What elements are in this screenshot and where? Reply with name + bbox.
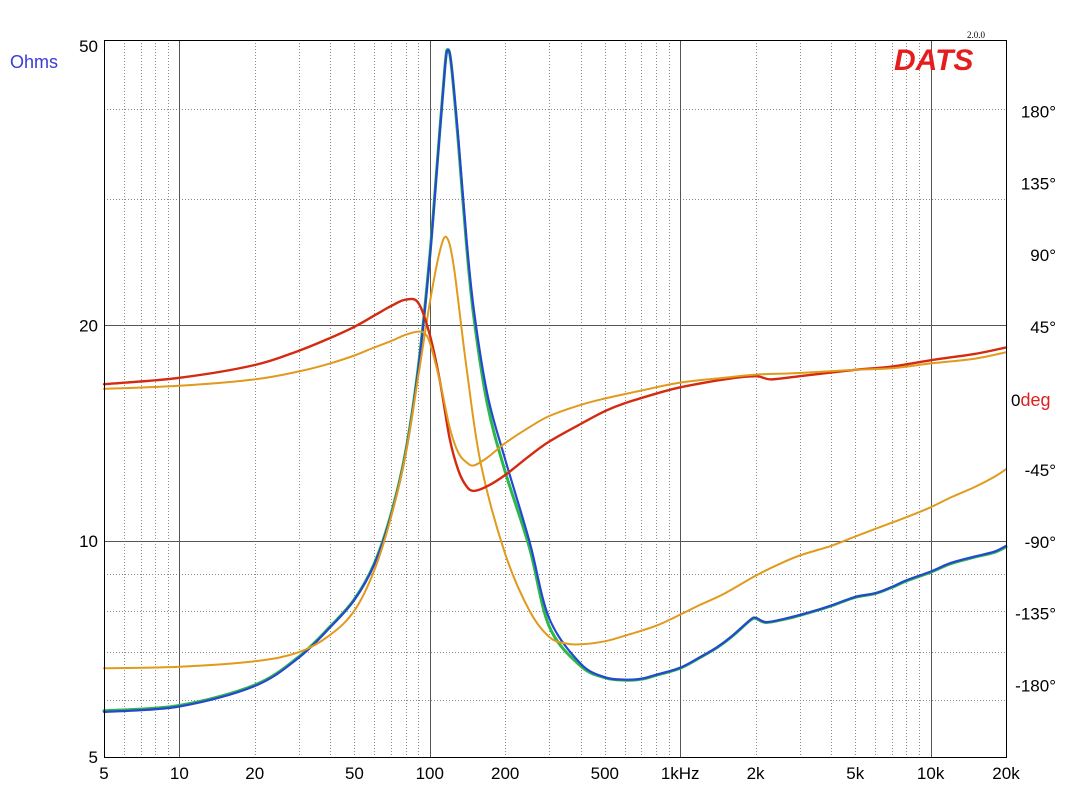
major-gridlines — [104, 40, 1006, 757]
left-tick-label: 5 — [89, 748, 98, 767]
x-tick-label: 100 — [416, 764, 444, 783]
x-tick-label: 200 — [491, 764, 519, 783]
reference-impedance-curve — [103, 235, 1007, 670]
right-tick-label: -135° — [1015, 605, 1056, 624]
right-axis-unit-text: deg — [1020, 390, 1050, 410]
left-tick-label: 20 — [79, 316, 98, 335]
phase-curve-red — [102, 297, 1008, 493]
right-tick-label: -180° — [1015, 676, 1056, 695]
left-axis-tick-labels: 5 10 20 50 — [79, 37, 98, 767]
x-tick-label: 10k — [917, 764, 945, 783]
version-label: 2.0.0 — [967, 30, 986, 40]
left-tick-label: 50 — [79, 37, 98, 56]
x-tick-label: 500 — [591, 764, 619, 783]
reference-phase-curve — [103, 330, 1007, 467]
right-tick-label: 45° — [1030, 318, 1056, 337]
dats-logo: DATS — [894, 44, 973, 77]
x-tick-label: 20 — [245, 764, 264, 783]
x-tick-label: 5k — [846, 764, 864, 783]
x-tick-label: 20k — [992, 764, 1020, 783]
right-axis-unit-label: 0deg — [1011, 390, 1051, 410]
right-axis-unit-prefix: 0 — [1011, 391, 1020, 410]
right-tick-label: -45° — [1025, 461, 1056, 480]
right-tick-label: 180° — [1021, 103, 1056, 122]
x-tick-label: 50 — [345, 764, 364, 783]
data-series — [102, 47, 1008, 713]
left-axis-unit-label: Ohms — [10, 52, 58, 72]
left-tick-label: 10 — [79, 532, 98, 551]
plot-area — [104, 40, 1006, 757]
right-tick-label: 90° — [1030, 246, 1056, 265]
x-tick-label: 10 — [170, 764, 189, 783]
x-tick-label: 5 — [99, 764, 108, 783]
x-tick-label: 1kHz — [661, 764, 700, 783]
right-tick-label: -90° — [1025, 533, 1056, 552]
right-tick-label: 135° — [1021, 174, 1056, 193]
right-axis-tick-labels: 180° 135° 90° 45° -45° -90° -135° -180° — [1015, 103, 1056, 696]
plot-frame — [104, 40, 1007, 758]
x-axis-tick-labels: 5 10 20 50 100 200 500 1kHz 2k 5k 10k 20k — [99, 764, 1020, 783]
x-tick-label: 2k — [747, 764, 765, 783]
